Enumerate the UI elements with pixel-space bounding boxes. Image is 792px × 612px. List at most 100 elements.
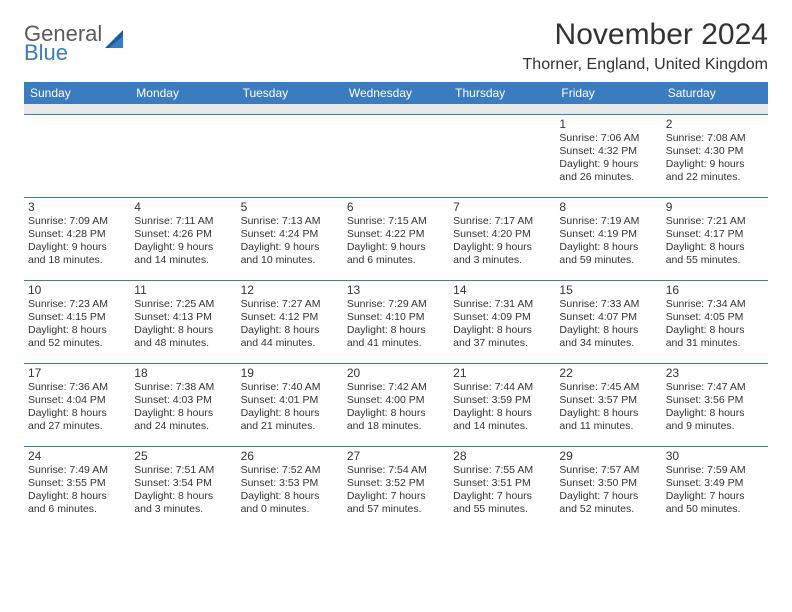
sunrise-text: Sunrise: 7:52 AM — [241, 464, 339, 477]
sunrise-text: Sunrise: 7:27 AM — [241, 298, 339, 311]
daylight-text: and 21 minutes. — [241, 420, 339, 433]
empty-cell — [24, 114, 130, 197]
sunrise-text: Sunrise: 7:44 AM — [453, 381, 551, 394]
daylight-text: Daylight: 8 hours — [28, 490, 126, 503]
sunrise-text: Sunrise: 7:42 AM — [347, 381, 445, 394]
day-cell: 24Sunrise: 7:49 AMSunset: 3:55 PMDayligh… — [24, 446, 130, 529]
daylight-text: and 37 minutes. — [453, 337, 551, 350]
sunrise-text: Sunrise: 7:57 AM — [559, 464, 657, 477]
sunrise-text: Sunrise: 7:17 AM — [453, 215, 551, 228]
day-number: 30 — [666, 449, 764, 463]
daylight-text: Daylight: 8 hours — [666, 407, 764, 420]
brand-logo: General Blue — [24, 24, 127, 64]
sunset-text: Sunset: 4:26 PM — [134, 228, 232, 241]
daylight-text: Daylight: 8 hours — [134, 490, 232, 503]
day-number: 8 — [559, 200, 657, 214]
sunset-text: Sunset: 4:32 PM — [559, 145, 657, 158]
sunrise-text: Sunrise: 7:49 AM — [28, 464, 126, 477]
sunrise-text: Sunrise: 7:40 AM — [241, 381, 339, 394]
sunrise-text: Sunrise: 7:19 AM — [559, 215, 657, 228]
day-cell: 11Sunrise: 7:25 AMSunset: 4:13 PMDayligh… — [130, 280, 236, 363]
day-number: 18 — [134, 366, 232, 380]
daylight-text: and 9 minutes. — [666, 420, 764, 433]
daylight-text: Daylight: 8 hours — [666, 324, 764, 337]
day-cell: 5Sunrise: 7:13 AMSunset: 4:24 PMDaylight… — [237, 197, 343, 280]
day-number: 1 — [559, 117, 657, 131]
sunset-text: Sunset: 3:55 PM — [28, 477, 126, 490]
sunset-text: Sunset: 4:09 PM — [453, 311, 551, 324]
day-number: 3 — [28, 200, 126, 214]
day-number: 25 — [134, 449, 232, 463]
daylight-text: Daylight: 9 hours — [28, 241, 126, 254]
daylight-text: Daylight: 8 hours — [241, 407, 339, 420]
day-cell: 14Sunrise: 7:31 AMSunset: 4:09 PMDayligh… — [449, 280, 555, 363]
sunset-text: Sunset: 4:01 PM — [241, 394, 339, 407]
sunset-text: Sunset: 4:04 PM — [28, 394, 126, 407]
daylight-text: Daylight: 9 hours — [666, 158, 764, 171]
daylight-text: Daylight: 9 hours — [453, 241, 551, 254]
daylight-text: and 18 minutes. — [347, 420, 445, 433]
daylight-text: and 41 minutes. — [347, 337, 445, 350]
dow-header: Wednesday — [343, 82, 449, 104]
day-cell: 10Sunrise: 7:23 AMSunset: 4:15 PMDayligh… — [24, 280, 130, 363]
daylight-text: and 14 minutes. — [134, 254, 232, 267]
sunrise-text: Sunrise: 7:36 AM — [28, 381, 126, 394]
daylight-text: and 44 minutes. — [241, 337, 339, 350]
sunrise-text: Sunrise: 7:34 AM — [666, 298, 764, 311]
sunrise-text: Sunrise: 7:33 AM — [559, 298, 657, 311]
sunrise-text: Sunrise: 7:15 AM — [347, 215, 445, 228]
dow-header: Sunday — [24, 82, 130, 104]
day-cell: 8Sunrise: 7:19 AMSunset: 4:19 PMDaylight… — [555, 197, 661, 280]
empty-cell — [130, 114, 236, 197]
daylight-text: and 6 minutes. — [28, 503, 126, 516]
sunrise-text: Sunrise: 7:55 AM — [453, 464, 551, 477]
day-number: 16 — [666, 283, 764, 297]
sunrise-text: Sunrise: 7:21 AM — [666, 215, 764, 228]
daylight-text: Daylight: 8 hours — [559, 241, 657, 254]
sunset-text: Sunset: 3:56 PM — [666, 394, 764, 407]
day-number: 12 — [241, 283, 339, 297]
daylight-text: Daylight: 8 hours — [28, 324, 126, 337]
sunset-text: Sunset: 4:30 PM — [666, 145, 764, 158]
day-cell: 3Sunrise: 7:09 AMSunset: 4:28 PMDaylight… — [24, 197, 130, 280]
sunset-text: Sunset: 3:53 PM — [241, 477, 339, 490]
day-cell: 7Sunrise: 7:17 AMSunset: 4:20 PMDaylight… — [449, 197, 555, 280]
location: Thorner, England, United Kingdom — [523, 56, 768, 74]
sunset-text: Sunset: 3:54 PM — [134, 477, 232, 490]
sunset-text: Sunset: 4:20 PM — [453, 228, 551, 241]
daylight-text: and 26 minutes. — [559, 171, 657, 184]
daylight-text: Daylight: 9 hours — [241, 241, 339, 254]
daylight-text: Daylight: 8 hours — [347, 407, 445, 420]
daylight-text: and 27 minutes. — [28, 420, 126, 433]
empty-cell — [237, 114, 343, 197]
sunset-text: Sunset: 4:28 PM — [28, 228, 126, 241]
daylight-text: and 24 minutes. — [134, 420, 232, 433]
daylight-text: Daylight: 9 hours — [347, 241, 445, 254]
day-number: 28 — [453, 449, 551, 463]
sunset-text: Sunset: 4:00 PM — [347, 394, 445, 407]
day-cell: 25Sunrise: 7:51 AMSunset: 3:54 PMDayligh… — [130, 446, 236, 529]
daylight-text: Daylight: 8 hours — [241, 324, 339, 337]
day-number: 26 — [241, 449, 339, 463]
month-title: November 2024 — [523, 18, 768, 52]
daylight-text: and 31 minutes. — [666, 337, 764, 350]
daylight-text: and 3 minutes. — [134, 503, 232, 516]
sunset-text: Sunset: 3:49 PM — [666, 477, 764, 490]
daylight-text: and 0 minutes. — [241, 503, 339, 516]
dow-header: Thursday — [449, 82, 555, 104]
sunrise-text: Sunrise: 7:51 AM — [134, 464, 232, 477]
daylight-text: Daylight: 9 hours — [134, 241, 232, 254]
day-cell: 29Sunrise: 7:57 AMSunset: 3:50 PMDayligh… — [555, 446, 661, 529]
day-cell: 2Sunrise: 7:08 AMSunset: 4:30 PMDaylight… — [662, 114, 768, 197]
dow-header: Monday — [130, 82, 236, 104]
day-cell: 12Sunrise: 7:27 AMSunset: 4:12 PMDayligh… — [237, 280, 343, 363]
day-cell: 27Sunrise: 7:54 AMSunset: 3:52 PMDayligh… — [343, 446, 449, 529]
sunset-text: Sunset: 4:13 PM — [134, 311, 232, 324]
day-cell: 23Sunrise: 7:47 AMSunset: 3:56 PMDayligh… — [662, 363, 768, 446]
sunrise-text: Sunrise: 7:31 AM — [453, 298, 551, 311]
day-cell: 1Sunrise: 7:06 AMSunset: 4:32 PMDaylight… — [555, 114, 661, 197]
day-cell: 19Sunrise: 7:40 AMSunset: 4:01 PMDayligh… — [237, 363, 343, 446]
day-number: 22 — [559, 366, 657, 380]
day-number: 15 — [559, 283, 657, 297]
daylight-text: Daylight: 7 hours — [666, 490, 764, 503]
